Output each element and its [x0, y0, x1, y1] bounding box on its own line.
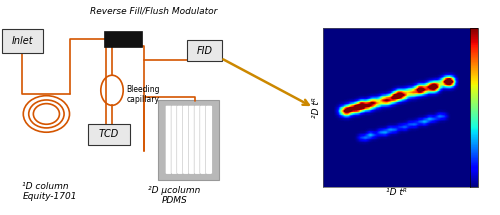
Text: Reverse Fill/Flush Modulator: Reverse Fill/Flush Modulator [90, 6, 218, 15]
Text: Inlet: Inlet [12, 36, 33, 46]
FancyBboxPatch shape [166, 105, 172, 174]
Text: TCD: TCD [98, 129, 119, 139]
FancyBboxPatch shape [194, 105, 201, 174]
FancyBboxPatch shape [171, 105, 177, 174]
Text: ²D μcolumn
PDMS: ²D μcolumn PDMS [148, 186, 201, 205]
FancyBboxPatch shape [2, 29, 43, 53]
FancyBboxPatch shape [158, 100, 219, 180]
Y-axis label: ²D tᴿ: ²D tᴿ [312, 97, 321, 118]
FancyBboxPatch shape [177, 105, 184, 174]
Text: Bleeding
capillary: Bleeding capillary [126, 85, 160, 104]
FancyBboxPatch shape [200, 105, 206, 174]
FancyBboxPatch shape [206, 105, 212, 174]
FancyBboxPatch shape [88, 124, 130, 145]
X-axis label: ¹D tᴿ: ¹D tᴿ [386, 188, 406, 197]
FancyBboxPatch shape [187, 40, 222, 61]
Text: FID: FID [197, 46, 213, 55]
FancyBboxPatch shape [188, 105, 195, 174]
Text: ¹D column
Equity-1701: ¹D column Equity-1701 [22, 182, 77, 201]
FancyBboxPatch shape [182, 105, 189, 174]
FancyBboxPatch shape [104, 31, 142, 47]
